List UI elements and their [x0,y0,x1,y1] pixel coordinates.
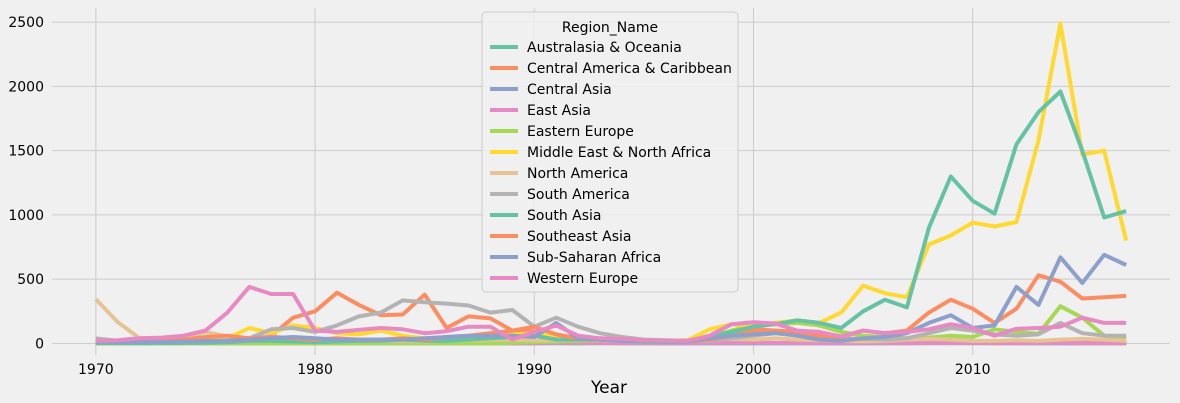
x-tick-labels: 1970 1980 1990 2000 2010 [78,362,991,378]
legend-item: Central Asia [490,82,612,98]
y-tick-label: 500 [17,272,44,288]
legend-item: East Asia [490,103,591,119]
legend-label: Australasia & Oceania [527,40,682,56]
legend-item: Middle East & North Africa [490,145,711,161]
x-tick-label: 1990 [516,362,552,378]
legend-label: South Asia [527,208,601,224]
legend: Region_Name Australasia & Oceania Central… [481,11,739,293]
legend-item: South America [490,187,630,203]
y-tick-labels: 0 500 1000 1500 2000 2500 [8,15,44,352]
y-tick-label: 0 [35,336,44,352]
legend-label: Western Europe [527,271,638,287]
y-tick-label: 1500 [8,144,44,160]
legend-label: East Asia [527,103,591,119]
legend-items: Australasia & Oceania Central America & C… [490,40,732,287]
y-tick-label: 1000 [8,208,44,224]
legend-label: Middle East & North Africa [527,145,711,161]
legend-item: Sub-Saharan Africa [490,250,661,266]
series-line-7 [95,298,1127,344]
y-tick-label: 2000 [8,79,44,95]
series-lines [94,21,1129,346]
legend-label: North America [527,166,628,182]
legend-title: Region_Name [562,20,658,36]
legend-item: Eastern Europe [490,124,634,140]
legend-item: Central America & Caribbean [490,61,732,77]
x-tick-label: 2000 [736,362,772,378]
legend-label: Sub-Saharan Africa [527,250,661,266]
legend-box [481,11,739,293]
legend-label: Central America & Caribbean [527,61,732,77]
y-tick-label: 2500 [8,15,44,31]
legend-item: Australasia & Oceania [490,40,682,56]
legend-label: Eastern Europe [527,124,634,140]
legend-label: Southeast Asia [527,229,631,245]
series-line-11 [95,284,1127,343]
legend-item: Western Europe [490,271,638,287]
x-tick-label: 2010 [955,362,991,378]
legend-item: Southeast Asia [490,229,631,245]
legend-label: Central Asia [527,82,612,98]
legend-item: South Asia [490,208,601,224]
x-tick-label: 1980 [297,362,333,378]
legend-item: North America [490,166,628,182]
legend-label: South America [527,187,630,203]
x-tick-label: 1970 [78,362,114,378]
x-axis-title: Year [590,378,627,398]
